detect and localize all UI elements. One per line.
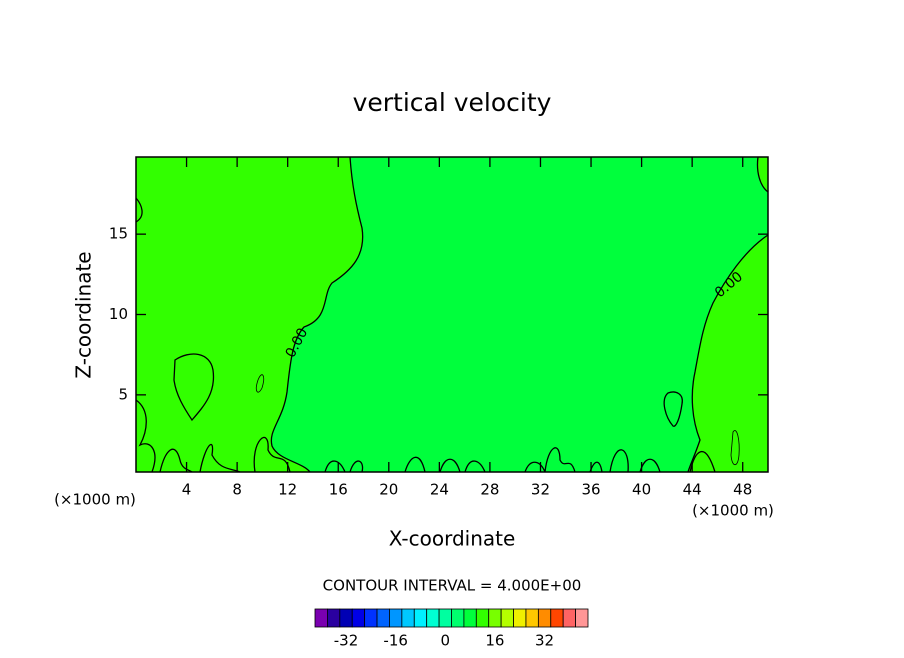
- colorbar-box: [513, 608, 527, 628]
- colorbar-tick-label: 16: [485, 632, 504, 650]
- y-tick-label: 10: [109, 305, 128, 323]
- x-tick-label: 36: [581, 481, 600, 499]
- contour-line: [173, 353, 215, 422]
- colorbar-box: [426, 608, 440, 628]
- unit-label: (×1000 m): [54, 491, 136, 509]
- y-axis-title: Z-coordinate: [72, 251, 96, 378]
- contour-line: [663, 391, 683, 427]
- x-tick-label: 44: [683, 481, 702, 499]
- unit-label: (×1000 m): [692, 502, 774, 520]
- colorbar-box: [562, 608, 576, 628]
- chart-title: vertical velocity: [353, 88, 552, 117]
- colorbar-tick-label: 32: [535, 632, 554, 650]
- colorbar-box: [339, 608, 353, 628]
- contour-interval: CONTOUR INTERVAL = 4.000E+00: [323, 577, 582, 595]
- contour-line: [135, 399, 716, 473]
- y-tick-label: 15: [109, 225, 128, 243]
- x-tick-label: 20: [379, 481, 398, 499]
- x-tick-label: 40: [632, 481, 651, 499]
- colorbar-box: [575, 608, 589, 628]
- x-axis-title: X-coordinate: [389, 527, 516, 551]
- contour-line: [687, 234, 769, 473]
- contour-region: [136, 198, 143, 222]
- x-tick-label: 24: [430, 481, 449, 499]
- colorbar-box: [438, 608, 452, 628]
- colorbar-box: [351, 608, 366, 628]
- x-tick-label: 48: [733, 481, 752, 499]
- x-tick-label: 32: [531, 481, 550, 499]
- x-tick-label: 8: [232, 481, 242, 499]
- colorbar-box: [327, 608, 341, 628]
- colorbar-box: [451, 608, 465, 628]
- colorbar-box: [413, 608, 428, 628]
- contour-line: [255, 374, 265, 393]
- x-tick-label: 4: [182, 481, 192, 499]
- colorbar-box: [525, 608, 539, 628]
- colorbar-box: [475, 608, 490, 628]
- contour-line: [135, 197, 143, 223]
- y-tick-label: 5: [118, 385, 128, 403]
- colorbar-box: [389, 608, 403, 628]
- x-tick-label: 16: [329, 481, 348, 499]
- colorbar-tick-label: 0: [441, 632, 451, 650]
- colorbar-box: [314, 608, 328, 628]
- contour-line: [270, 156, 364, 473]
- contour-line: [756, 156, 769, 193]
- x-tick-label: 12: [278, 481, 297, 499]
- colorbar-box: [364, 608, 378, 628]
- colorbar-box: [550, 608, 564, 628]
- colorbar-box: [401, 608, 415, 628]
- contour-region: [757, 157, 768, 192]
- colorbar-tick-label: -32: [334, 632, 359, 650]
- colorbar-box: [500, 608, 514, 628]
- contour-line: [730, 430, 740, 466]
- x-tick-label: 28: [480, 481, 499, 499]
- contour-region: [136, 157, 363, 472]
- colorbar-tick-label: -16: [383, 632, 408, 650]
- plot-area: [135, 156, 769, 473]
- colorbar-box: [376, 608, 390, 628]
- colorbar-box: [537, 608, 552, 628]
- colorbar-box: [463, 608, 477, 628]
- colorbar-box: [488, 608, 502, 628]
- contour-region: [688, 235, 768, 472]
